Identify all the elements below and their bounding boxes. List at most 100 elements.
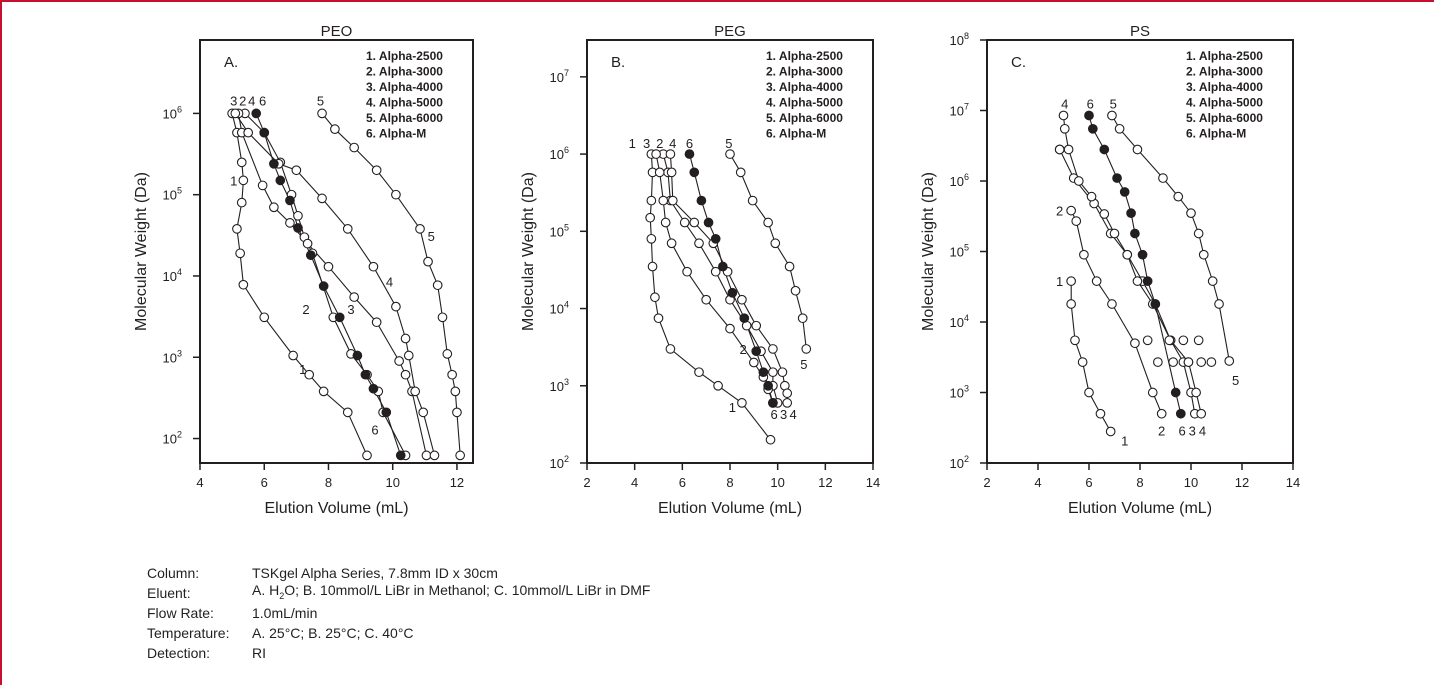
data-point-1 xyxy=(232,223,242,234)
data-point-3 xyxy=(654,167,665,178)
curve-label: 6 xyxy=(371,422,378,437)
data-point-1 xyxy=(665,344,676,354)
legend-item: 4. Alpha-5000 xyxy=(366,96,443,110)
y-tick-label: 105 xyxy=(950,243,969,260)
data-point-4 xyxy=(768,344,778,354)
chart-title: PS xyxy=(1130,23,1150,40)
data-point-1 xyxy=(647,261,658,272)
condition-label: Flow Rate: xyxy=(147,605,214,621)
data-point-6 xyxy=(768,398,778,408)
condition-row-column: Column: TSKgel Alpha Series, 7.8mm ID x … xyxy=(147,563,650,583)
y-tick-label: 105 xyxy=(550,222,569,239)
data-point-5 xyxy=(1114,123,1125,134)
series-line-4 xyxy=(234,113,436,456)
data-point-6 xyxy=(1137,249,1148,260)
y-tick-label: 106 xyxy=(550,145,569,162)
series-line-5 xyxy=(1111,115,1230,362)
data-point-extra xyxy=(1152,357,1163,367)
data-point-1 xyxy=(236,157,247,168)
condition-label: Eluent: xyxy=(147,585,191,601)
data-point-6 xyxy=(275,175,286,186)
y-tick-label: 102 xyxy=(550,454,569,471)
data-point-2 xyxy=(1156,408,1167,419)
curve-label: 1 xyxy=(729,400,736,415)
curve-label: 4 xyxy=(790,407,797,422)
data-point-1 xyxy=(1066,276,1076,286)
curve-label: 5 xyxy=(1232,373,1239,388)
legend-item: 6. Alpha-M xyxy=(1186,127,1246,141)
data-point-6 xyxy=(727,287,738,298)
data-point-6 xyxy=(259,127,270,138)
data-point-4 xyxy=(1191,387,1201,398)
x-tick-label: 12 xyxy=(1235,475,1249,490)
data-point-1 xyxy=(288,350,298,361)
data-point-4 xyxy=(368,261,379,272)
data-point-6 xyxy=(1126,208,1136,218)
data-point-1 xyxy=(342,407,353,418)
x-tick-label: 8 xyxy=(325,475,332,490)
legend-item: 2. Alpha-3000 xyxy=(766,65,843,79)
data-point-2 xyxy=(679,217,690,228)
data-point-6 xyxy=(1119,187,1130,197)
data-point-6 xyxy=(318,281,329,291)
data-point-2 xyxy=(768,367,778,378)
x-tick-label: 6 xyxy=(1085,475,1092,490)
x-tick-label: 12 xyxy=(450,475,464,490)
series-line-2 xyxy=(662,153,779,404)
curve-label: 2 xyxy=(1158,423,1165,438)
data-point-5 xyxy=(391,189,401,200)
data-point-3 xyxy=(285,218,295,228)
data-point-2 xyxy=(1066,205,1076,216)
data-point-5 xyxy=(725,149,735,159)
condition-row-detection: Detection: RI xyxy=(147,643,650,663)
data-point-4 xyxy=(1132,276,1143,286)
data-point-5 xyxy=(371,165,382,176)
data-point-3 xyxy=(748,357,759,368)
condition-label: Detection: xyxy=(147,645,211,661)
y-tick-label: 103 xyxy=(163,348,182,365)
x-tick-label: 12 xyxy=(818,475,832,490)
data-point-5 xyxy=(763,217,773,228)
data-point-4 xyxy=(751,320,762,331)
data-point-6 xyxy=(352,350,363,361)
data-point-4 xyxy=(1196,408,1207,419)
data-point-4 xyxy=(737,294,747,305)
y-tick-label: 108 xyxy=(950,31,969,48)
data-point-6 xyxy=(334,312,345,323)
condition-row-flow-rate: Flow Rate: 1.0mL/min xyxy=(147,603,650,623)
data-point-3 xyxy=(269,202,279,213)
data-point-6 xyxy=(269,158,279,169)
data-point-6 xyxy=(703,217,714,228)
legend-item: 3. Alpha-4000 xyxy=(366,80,443,94)
data-point-6 xyxy=(251,108,262,119)
curve-label: 6 xyxy=(1178,423,1185,438)
data-point-6 xyxy=(763,380,773,391)
data-point-4 xyxy=(666,167,677,178)
y-axis-label: Molecular Weight (Da) xyxy=(133,172,150,331)
data-point-5 xyxy=(1173,191,1184,202)
data-point-3 xyxy=(323,261,334,272)
data-point-5 xyxy=(790,285,801,296)
x-tick-label: 4 xyxy=(1034,475,1041,490)
data-point-extra xyxy=(1054,144,1065,155)
data-point-extra xyxy=(1178,335,1189,346)
x-tick-label: 14 xyxy=(1286,475,1300,490)
data-point-4 xyxy=(782,388,793,399)
curve-label: 3 xyxy=(1189,423,1196,438)
condition-value: A. H2O; B. 10mmol/L LiBr in Methanol; C.… xyxy=(252,582,651,601)
data-point-5 xyxy=(432,280,443,291)
data-point-5 xyxy=(349,142,360,153)
data-point-extra xyxy=(1164,335,1175,346)
data-point-6 xyxy=(285,195,295,206)
curve-label: 2 xyxy=(739,342,746,357)
y-tick-label: 106 xyxy=(163,104,182,121)
data-point-2 xyxy=(710,266,721,277)
data-point-4 xyxy=(1086,191,1097,202)
x-tick-label: 4 xyxy=(631,475,638,490)
data-point-5 xyxy=(735,167,746,178)
data-point-2 xyxy=(1079,249,1089,260)
data-point-2 xyxy=(1107,299,1117,309)
